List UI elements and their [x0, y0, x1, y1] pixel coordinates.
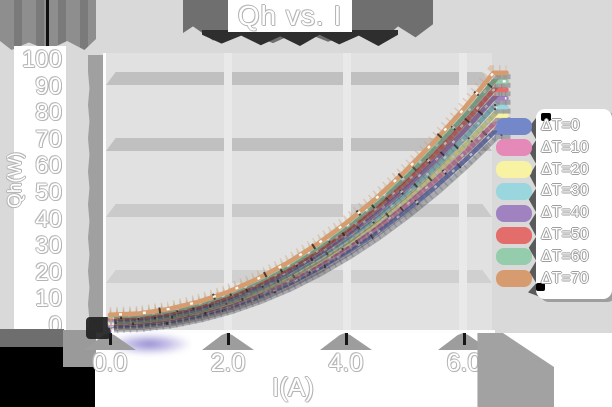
- v-gridline: [224, 53, 232, 333]
- y-axis-shadow-band: [88, 55, 106, 332]
- x-tick-label: 6.0: [446, 349, 482, 377]
- x-tick-label: 2.0: [210, 349, 246, 377]
- x-tick-mark: [109, 333, 112, 345]
- legend-swatch: [496, 226, 532, 244]
- legend-label: ΔT=70: [541, 269, 589, 287]
- y-tick-label: 20: [35, 258, 62, 286]
- x-axis-title: I(A): [272, 372, 314, 402]
- legend-swatch: [496, 270, 532, 288]
- y-tick-label: 30: [35, 232, 62, 260]
- legend-swatch: [496, 139, 532, 157]
- title-shadow-teeth: [202, 30, 398, 46]
- y-tick-label: 90: [35, 72, 62, 100]
- x-axis-line: [103, 330, 495, 333]
- x-tick-label: 0.0: [92, 349, 128, 377]
- legend-swatch: [496, 117, 532, 135]
- y-tick-label: 100: [21, 46, 62, 73]
- x-tick-mark: [345, 333, 348, 345]
- plot-area: [106, 53, 492, 333]
- x-tick-label: 4.0: [328, 349, 364, 377]
- legend-label: ΔT=0: [541, 117, 580, 134]
- legend-label: ΔT=30: [541, 182, 589, 200]
- y-tick-label: 40: [35, 205, 62, 233]
- x-tick-mark: [463, 333, 466, 345]
- y-axis-line: [103, 53, 106, 333]
- y-tick-label: 80: [35, 99, 62, 127]
- h-gridline: [106, 138, 492, 151]
- h-gridline: [106, 270, 492, 283]
- legend-swatch: [496, 248, 532, 266]
- legend-swatch: [496, 204, 532, 222]
- legend-label: ΔT=50: [541, 226, 589, 243]
- legend-swatch: [496, 182, 532, 200]
- shadow-blob-bottom-left-1: [0, 329, 64, 349]
- legend-shadow-dot: [536, 283, 545, 291]
- y-tick-label: 50: [35, 179, 62, 206]
- y-axis-label-strip: [14, 46, 66, 346]
- chart-title-box: Qh vs. I: [228, 0, 352, 32]
- legend-box: [536, 109, 612, 299]
- legend-shadow-dot: [541, 113, 551, 121]
- legend-label: ΔT=40: [541, 204, 589, 222]
- origin-shadow-blob: [86, 317, 111, 339]
- h-gridline: [106, 204, 492, 217]
- y-tick-label: 10: [35, 285, 62, 313]
- legend-label: ΔT=20: [541, 160, 589, 178]
- y-tick-label: 70: [35, 125, 62, 153]
- x-tick-mark: [227, 333, 230, 345]
- chart-title: Qh vs. I: [237, 0, 343, 31]
- legend-label: ΔT=60: [541, 247, 589, 265]
- v-gridline: [343, 53, 351, 333]
- h-gridline: [106, 72, 492, 85]
- y-tick-label: 60: [35, 152, 62, 180]
- shadow-line-top-left: [46, 0, 49, 50]
- legend-label: ΔT=10: [541, 138, 589, 156]
- legend-swatch: [496, 161, 532, 179]
- v-gridline: [459, 53, 467, 333]
